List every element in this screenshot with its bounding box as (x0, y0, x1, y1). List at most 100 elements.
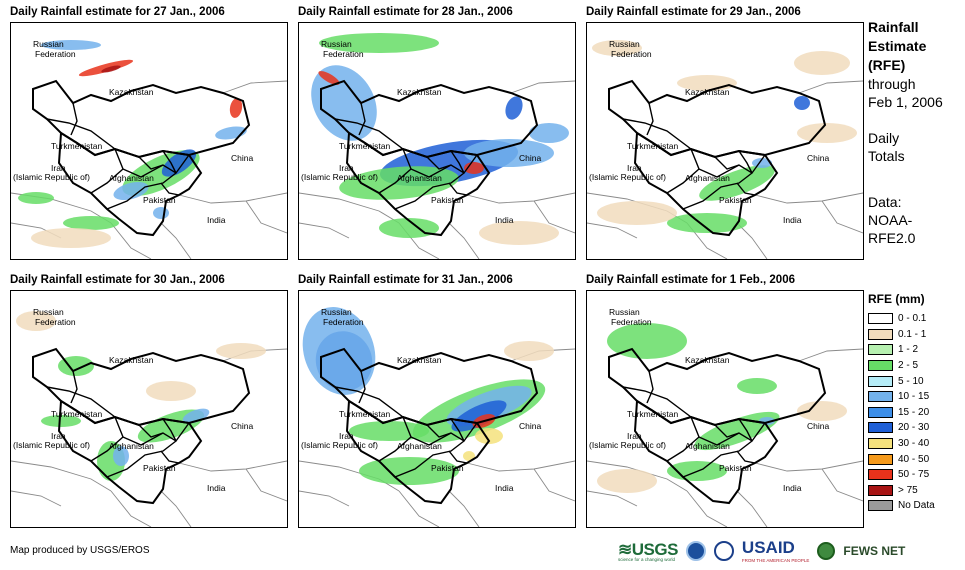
country-label-iran2: (Islamic Republic of) (589, 440, 666, 450)
region-border (345, 399, 491, 505)
rainfall-area (182, 408, 210, 424)
country-border (714, 424, 740, 438)
legend-swatch (868, 453, 893, 465)
rainfall-area (41, 40, 101, 50)
country-border (106, 172, 177, 210)
description-data-label: Data: (868, 194, 902, 210)
usaid-seal-icon (713, 541, 734, 561)
country-label-india: India (783, 215, 802, 225)
country-label-china: China (807, 421, 829, 431)
region-border (57, 131, 203, 237)
legend-label: 15 - 20 (898, 406, 930, 418)
rainfall-area (63, 216, 119, 230)
neighbor-border-line (299, 490, 350, 507)
description-daily: Daily (868, 130, 900, 146)
neighbor-border-line (299, 460, 400, 492)
rainfall-area (113, 181, 149, 201)
legend-swatch (868, 360, 893, 372)
region-border (633, 131, 779, 237)
rainfall-area (216, 343, 266, 359)
country-border (426, 156, 452, 170)
legend-item: 10 - 15 (868, 389, 963, 405)
country-border (426, 424, 452, 438)
rainfall-area (797, 123, 857, 143)
rainfall-area (113, 446, 129, 466)
legend-label: 10 - 15 (898, 391, 930, 403)
legend-swatch (868, 469, 893, 481)
neighbor-border-line (448, 222, 480, 259)
rainfall-map: Russian Federation Kazakhstan Turkmenistan C… (298, 290, 576, 528)
country-border (738, 150, 753, 174)
neighbor-border-line (821, 468, 863, 502)
legend-item: 40 - 50 (868, 451, 963, 467)
legend-label: 0 - 0.1 (898, 313, 927, 325)
legend-label: 2 - 5 (898, 360, 919, 372)
description-data-source: NOAA- (868, 212, 913, 228)
neighbor-border-line (587, 490, 638, 507)
usaid-logo: USAID FROM THE AMERICAN PEOPLE (742, 539, 809, 563)
rainfall-area (78, 59, 134, 77)
country-label-turkmenistan: Turkmenistan (627, 409, 678, 419)
region-border (345, 131, 491, 237)
rainfall-area (597, 469, 657, 493)
neighbor-border-line (299, 192, 400, 224)
legend-label: 50 - 75 (898, 469, 930, 481)
map-background (11, 23, 287, 259)
country-label-iran1: Iran (51, 431, 66, 441)
neighbor-border-line (798, 348, 863, 362)
map-credit: Map produced by USGS/EROS (10, 545, 150, 556)
country-border (138, 156, 164, 170)
rainfall-map: Russian Federation Kazakhstan Turkmenistan C… (10, 22, 288, 260)
usgs-logo-tagline: science for a changing world (618, 557, 676, 562)
legend-swatch (868, 375, 893, 387)
legend-swatch (868, 391, 893, 403)
country-border (46, 386, 116, 418)
region-border (633, 399, 779, 505)
description-through: through (868, 76, 916, 92)
country-border (378, 436, 412, 462)
legend-title: RFE (mm) (868, 292, 925, 306)
description-title-line: Estimate (868, 38, 927, 54)
country-label-india: India (495, 215, 514, 225)
legend-item: 15 - 20 (868, 405, 963, 421)
rainfall-area (451, 400, 507, 432)
country-label-turkmenistan: Turkmenistan (339, 141, 390, 151)
country-label-kazakhstan: Kazakhstan (109, 87, 154, 97)
legend-label: 20 - 30 (898, 422, 930, 434)
country-border (334, 118, 404, 150)
country-label-iran2: (Islamic Republic of) (301, 172, 378, 182)
description-title-line: Rainfall (868, 19, 919, 35)
country-border (358, 370, 366, 404)
neighbor-border-line (466, 192, 575, 204)
country-label-kazakhstan: Kazakhstan (685, 87, 730, 97)
neighbor-border-line (299, 222, 350, 239)
neighbor-border-line (510, 80, 575, 94)
neighbor-border-line (533, 468, 575, 502)
rainfall-area (31, 228, 111, 248)
panel-title: Daily Rainfall estimate for 30 Jan., 200… (10, 274, 225, 286)
rainfall-area (18, 192, 54, 204)
description-totals: Totals (868, 148, 905, 164)
country-label-india: India (783, 483, 802, 493)
rainfall-area (153, 207, 169, 219)
country-label-pakistan: Pakistan (719, 195, 752, 205)
panel-title: Daily Rainfall estimate for 31 Jan., 200… (298, 274, 513, 286)
rainfall-area (464, 139, 554, 167)
neighbor-border-line (160, 222, 192, 259)
rainfall-map: Russian Federation Kazakhstan Turkmenistan C… (586, 290, 864, 528)
rainfall-area (667, 213, 747, 233)
country-label-afghanistan: Afghanistan (685, 173, 730, 183)
panel-title: Daily Rainfall estimate for 28 Jan., 200… (298, 6, 513, 18)
country-label-kazakhstan: Kazakhstan (685, 355, 730, 365)
legend-item: 2 - 5 (868, 358, 963, 374)
country-border (714, 156, 740, 170)
country-label-iran1: Iran (627, 163, 642, 173)
country-label-kazakhstan: Kazakhstan (109, 355, 154, 365)
country-border (736, 182, 756, 196)
fews-globe-icon (817, 542, 836, 560)
country-label-iran1: Iran (339, 163, 354, 173)
rainfall-area (101, 65, 121, 73)
country-label-pakistan: Pakistan (143, 463, 176, 473)
legend-item: 20 - 30 (868, 420, 963, 436)
legend-label: 1 - 2 (898, 344, 919, 356)
